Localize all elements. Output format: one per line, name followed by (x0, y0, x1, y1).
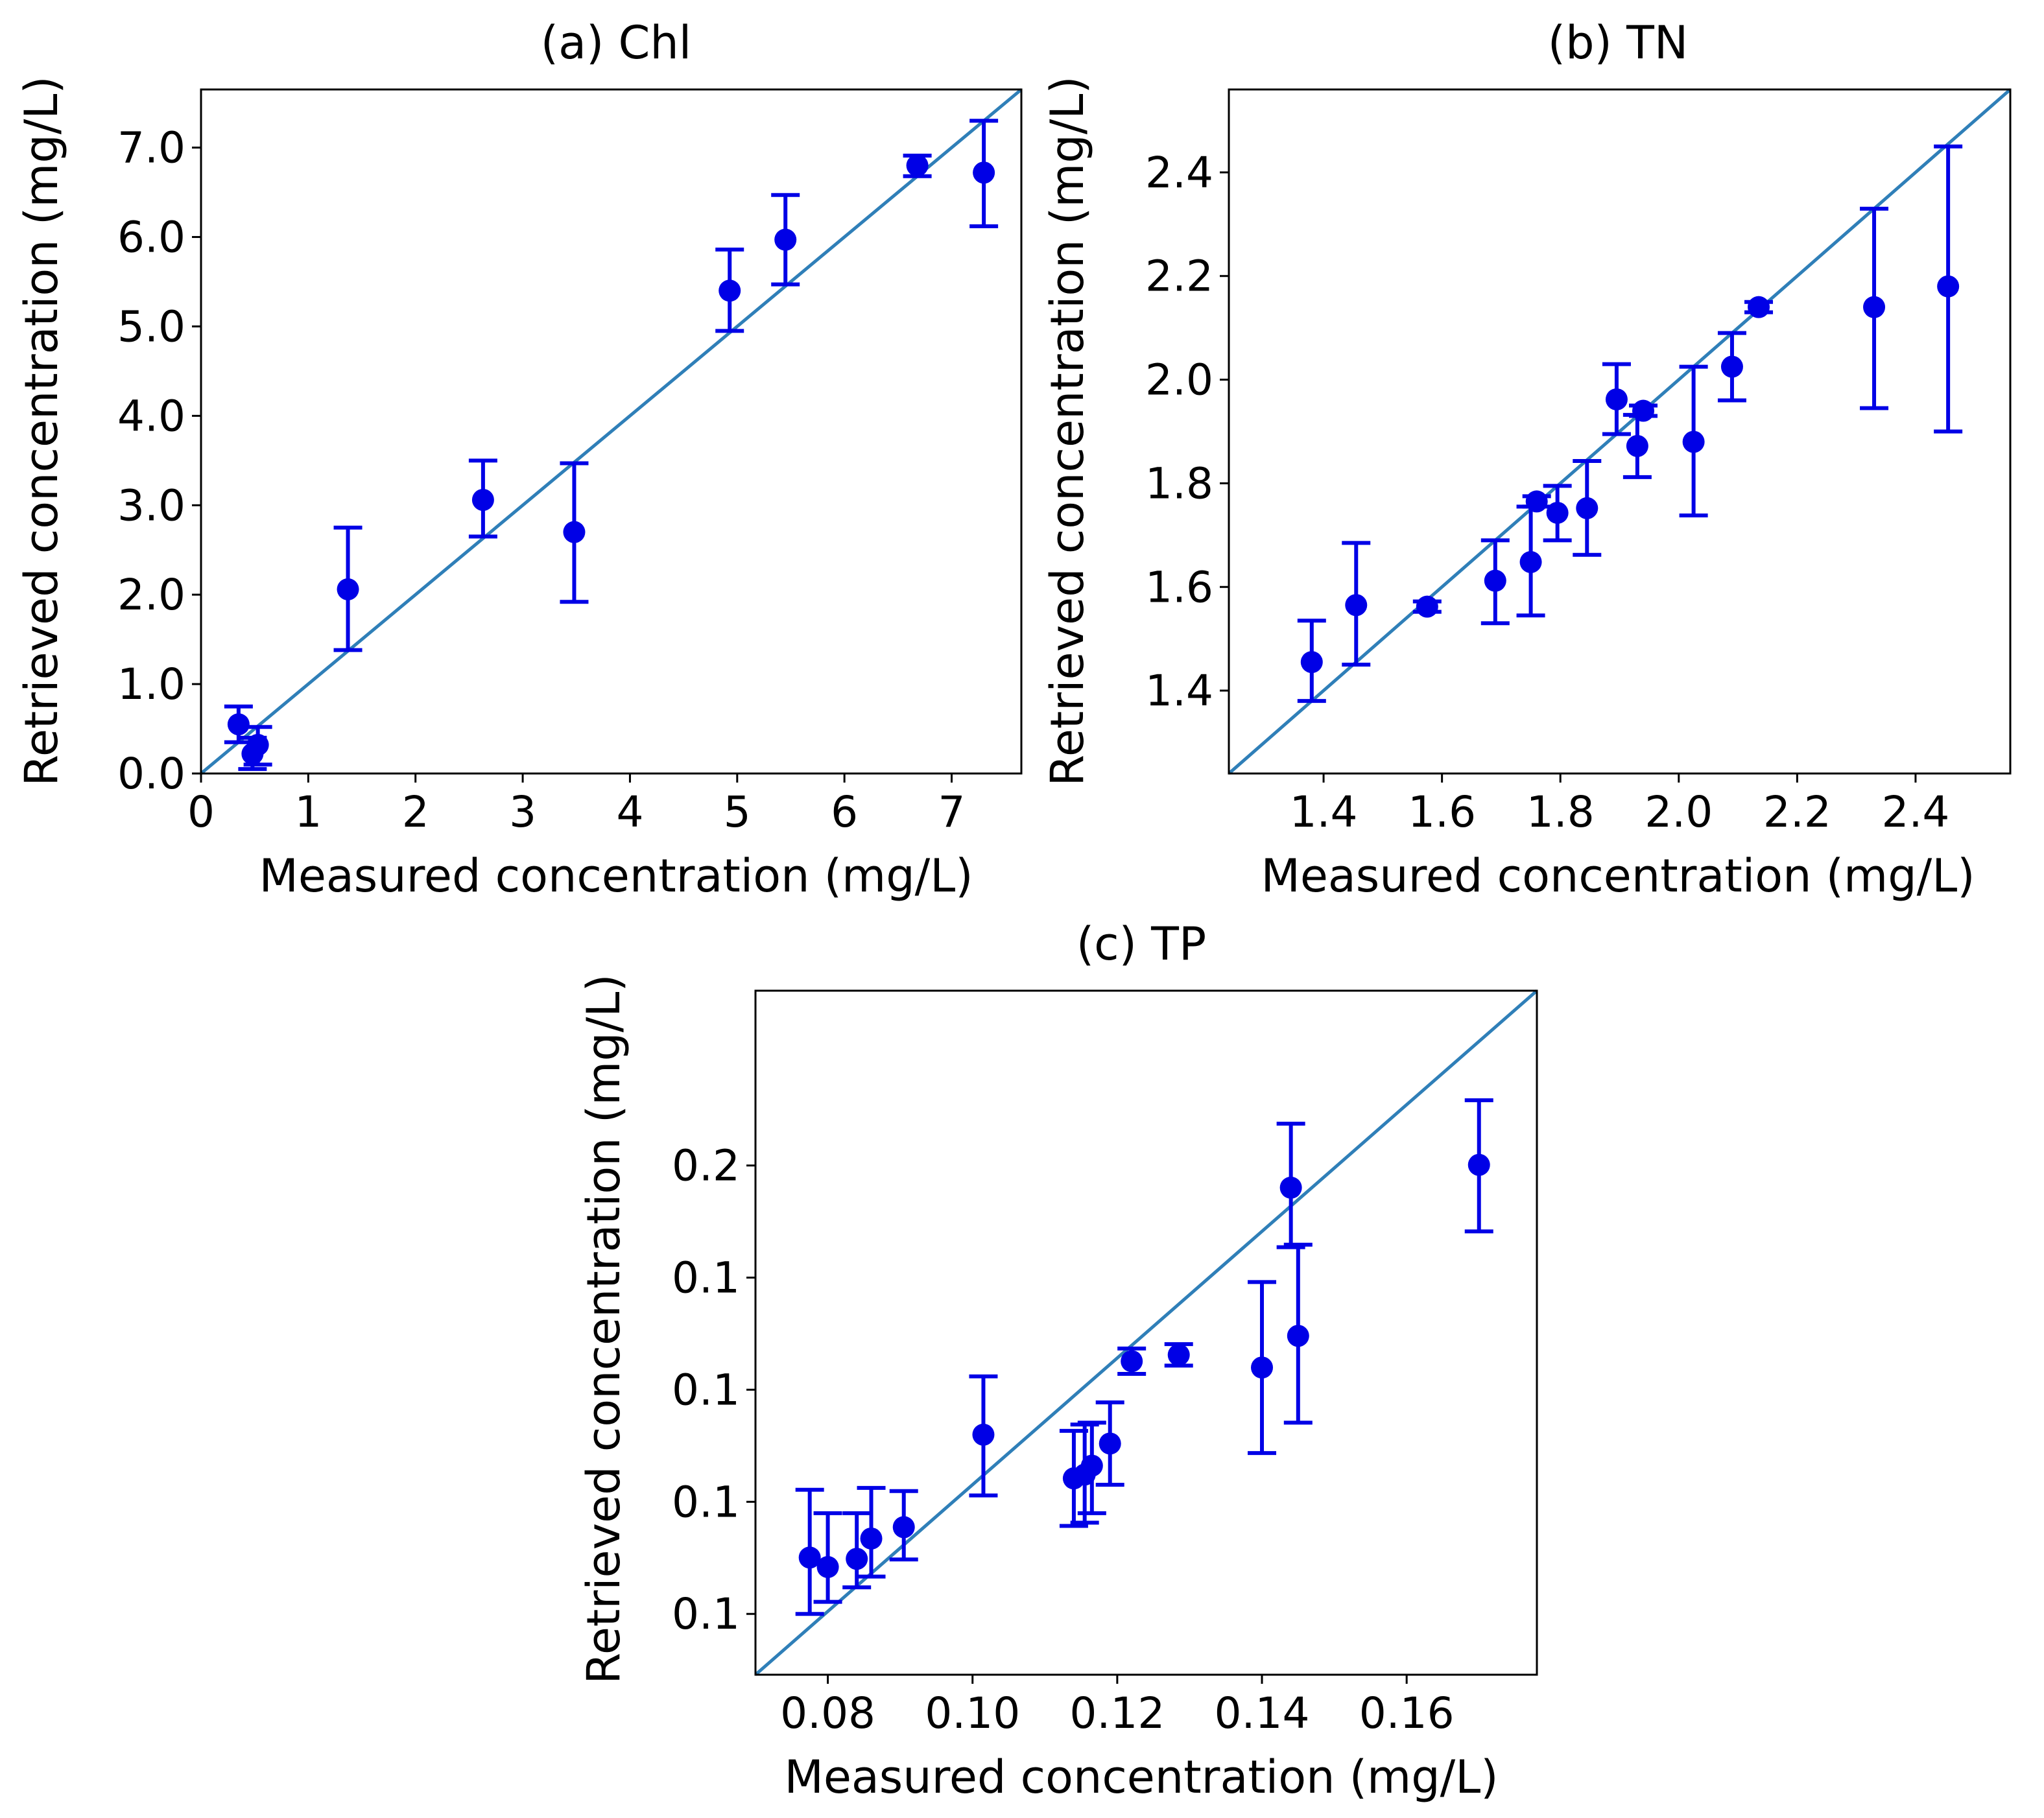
panel-chl-data-point (973, 161, 995, 184)
panel-tn-ytick-label: 2.0 (1145, 355, 1213, 405)
panel-chl-ytick-label: 0.0 (117, 749, 185, 799)
panel-tp-ytick-label: 0.1 (672, 1589, 740, 1639)
panel-tp-reference-line (754, 989, 1538, 1676)
panel-tn-ytick-label: 2.4 (1145, 148, 1213, 198)
panel-chl-ytick-label: 5.0 (117, 301, 185, 351)
panel-tp-data-point (816, 1555, 839, 1578)
panel-tp-data-point (972, 1423, 995, 1446)
panel-chl-ytick-label: 3.0 (117, 480, 185, 530)
panel-tp: (c) TP Measured concentration (mg/L) Ret… (577, 917, 1538, 1804)
panel-tn-ytick-label: 1.8 (1145, 458, 1213, 508)
panel-tn-reference-line (1228, 88, 2012, 775)
panel-tp-data-point (1121, 1350, 1143, 1373)
panel-tp-ytick-label: 0.1 (672, 1253, 740, 1303)
panel-tn: (b) TN Measured concentration (mg/L) Ret… (1041, 16, 2012, 903)
panel-tn-xlabel: Measured concentration (mg/L) (1261, 849, 1975, 903)
panel-tn-data-point (1300, 651, 1323, 674)
panel-tp-data-point (1287, 1325, 1309, 1347)
panel-chl-data-point (471, 489, 494, 511)
panel-tn-ylabel: Retrieved concentration (mg/L) (1041, 76, 1094, 786)
panel-chl-data-point (906, 154, 929, 177)
panel-chl-ylabel: Retrieved concentration (mg/L) (15, 76, 68, 786)
panel-chl-data-point (774, 228, 797, 251)
panel-tp-ylabel: Retrieved concentration (mg/L) (577, 974, 630, 1684)
panel-tp-xtick-label: 0.10 (925, 1688, 1020, 1738)
panel-tn-data-point (1605, 388, 1628, 410)
panel-chl-xtick-label: 3 (509, 787, 536, 837)
panel-tn-data-point (1632, 399, 1655, 422)
panel-chl-title: (a) Chl (541, 16, 691, 69)
panel-tp-data-point (1167, 1343, 1190, 1366)
panel-tn-xtick-label: 2.2 (1763, 787, 1831, 837)
panel-tn-data-point (1682, 431, 1705, 453)
panel-chl: (a) Chl Measured concentration (mg/L) Re… (15, 16, 1023, 903)
panel-tp-axes-frame (754, 989, 1538, 1676)
panel-chl-xlabel: Measured concentration (mg/L) (259, 849, 973, 903)
panel-tp-data-point (798, 1546, 821, 1569)
panel-chl-data-point (563, 521, 586, 543)
panel-chl-reference-line (200, 88, 1023, 775)
panel-tp-data-point (846, 1548, 868, 1570)
panel-tp-xtick-label: 0.12 (1069, 1688, 1165, 1738)
panel-chl-axes-frame (200, 88, 1023, 775)
panel-chl-ytick-label: 1.0 (117, 659, 185, 709)
panel-tp-data-point (1279, 1176, 1302, 1199)
panel-tp-xtick-label: 0.14 (1215, 1688, 1310, 1738)
panel-tp-ytick-label: 0.1 (672, 1365, 740, 1415)
panel-chl-xtick-label: 5 (724, 787, 751, 837)
panel-tn-xtick-label: 1.6 (1408, 787, 1476, 837)
panel-chl-xtick-label: 1 (294, 787, 322, 837)
panel-tp-data-point (1468, 1153, 1490, 1176)
panel-chl-xtick-label: 6 (831, 787, 858, 837)
panel-chl-data-point (337, 578, 359, 600)
panel-tn-xtick-label: 2.0 (1645, 787, 1713, 837)
panel-tn-ytick-label: 1.6 (1145, 562, 1213, 612)
panel-tn-data-point (1546, 501, 1569, 524)
panel-tn-axes-frame (1228, 88, 2012, 775)
panel-chl-ytick-label: 6.0 (117, 213, 185, 263)
panel-chl-xtick-label: 7 (938, 787, 966, 837)
panel-chl-data-point (227, 713, 250, 736)
panel-tp-xtick-label: 0.08 (780, 1688, 875, 1738)
panel-tn-data-point (1525, 490, 1548, 513)
panel-tn-data-point (1345, 594, 1368, 617)
panel-tp-data-point (892, 1516, 915, 1539)
panel-tn-data-point (1519, 550, 1542, 573)
panel-chl-data-point (719, 279, 741, 302)
panel-tn-data-point (1748, 296, 1770, 318)
panel-tn-data-point (1937, 275, 1960, 298)
panel-tn-title: (b) TN (1548, 16, 1688, 69)
panel-tp-title: (c) TP (1076, 917, 1206, 971)
panel-chl-xtick-label: 0 (187, 787, 215, 837)
panel-chl-xtick-label: 4 (616, 787, 643, 837)
panel-chl-ytick-label: 4.0 (117, 391, 185, 441)
panel-tp-data-point (1080, 1454, 1103, 1477)
panel-tn-data-point (1484, 569, 1506, 592)
panel-tp-data-point (1099, 1432, 1121, 1455)
panel-tn-data-point (1720, 355, 1743, 378)
panel-tp-ytick-label: 0.1 (672, 1477, 740, 1527)
panel-tp-data-point (860, 1527, 883, 1550)
panel-tn-data-point (1863, 296, 1886, 318)
panel-tn-data-point (1576, 497, 1598, 519)
panel-chl-data-point (246, 733, 269, 756)
panel-tn-data-point (1416, 595, 1438, 618)
panel-chl-xtick-label: 2 (402, 787, 429, 837)
panel-tn-xtick-label: 1.4 (1290, 787, 1358, 837)
panel-chl-ytick-label: 7.0 (117, 123, 185, 173)
panel-chl-ytick-label: 2.0 (117, 570, 185, 620)
panel-tp-data-point (1251, 1356, 1274, 1379)
panel-tn-data-point (1626, 434, 1648, 457)
panel-tp-xtick-label: 0.16 (1359, 1688, 1455, 1738)
panel-tp-xlabel: Measured concentration (mg/L) (784, 1751, 1498, 1804)
panel-tp-ytick-label: 0.2 (672, 1141, 740, 1191)
panel-tn-xtick-label: 2.4 (1881, 787, 1949, 837)
panel-tn-ytick-label: 2.2 (1145, 252, 1213, 301)
panel-tn-ytick-label: 1.4 (1145, 666, 1213, 716)
panel-tn-xtick-label: 1.8 (1527, 787, 1595, 837)
